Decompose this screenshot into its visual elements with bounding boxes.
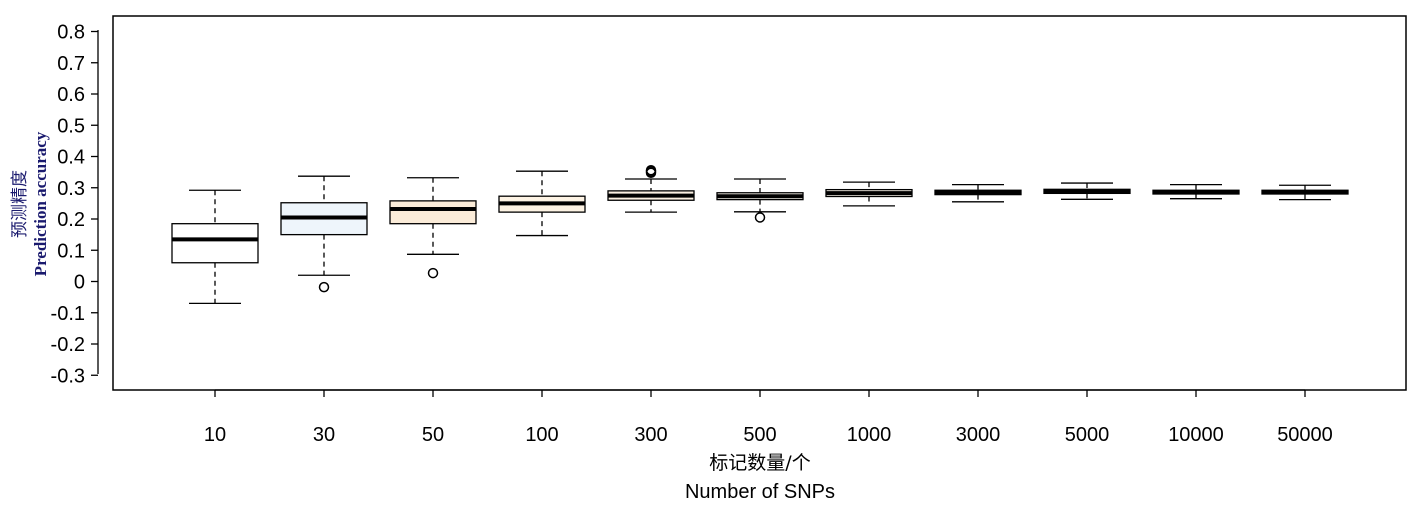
x-tick-label: 300 bbox=[634, 424, 667, 446]
y-tick-label: -0.1 bbox=[51, 303, 85, 325]
y-tick-label: 0.7 bbox=[57, 53, 85, 75]
outlier-point bbox=[427, 267, 439, 279]
box-300 bbox=[607, 165, 695, 213]
x-tick-label: 500 bbox=[743, 424, 776, 446]
x-tick-label: 1000 bbox=[847, 424, 892, 446]
x-axis-label-cn: 标记数量/个 bbox=[709, 452, 810, 474]
box-series bbox=[171, 165, 1349, 305]
box-body bbox=[171, 223, 259, 264]
box-1000 bbox=[825, 181, 913, 207]
y-tick-label: 0.5 bbox=[57, 115, 85, 137]
box-100 bbox=[498, 170, 586, 237]
x-tick-label: 30 bbox=[313, 424, 335, 446]
box-10000 bbox=[1152, 183, 1240, 200]
box-body bbox=[389, 200, 477, 225]
x-tick-label: 10 bbox=[204, 424, 226, 446]
y-tick-label: 0.2 bbox=[57, 209, 85, 231]
y-axis: -0.3 -0.2 -0.1 0 0.1 0.2 0.3 0.4 0.5 0.6 0.7 0.8 bbox=[51, 22, 98, 387]
y-axis-label-en: Prediction accuracy bbox=[31, 131, 50, 276]
x-axis-label-en: Number of SNPs bbox=[685, 481, 835, 503]
x-axis: 10 30 50 100 300 500 1000 3000 5000 10000 50000 bbox=[204, 390, 1333, 446]
box-10 bbox=[171, 189, 259, 305]
x-tick-label: 50000 bbox=[1277, 424, 1333, 446]
box-3000 bbox=[934, 183, 1022, 203]
y-tick-label: -0.2 bbox=[51, 334, 85, 356]
outlier-point bbox=[754, 212, 766, 223]
box-50 bbox=[389, 177, 477, 279]
box-5000 bbox=[1043, 182, 1131, 200]
x-tick-label: 100 bbox=[525, 424, 558, 446]
box-30 bbox=[280, 175, 368, 293]
x-tick-label: 5000 bbox=[1065, 424, 1110, 446]
box-500 bbox=[716, 178, 804, 223]
x-tick-label: 3000 bbox=[956, 424, 1001, 446]
outlier-point bbox=[645, 165, 657, 176]
y-axis-label-cn: 预测精度 bbox=[10, 170, 30, 238]
y-tick-label: -0.3 bbox=[51, 365, 85, 387]
y-tick-label: 0 bbox=[74, 272, 85, 294]
y-tick-label: 0.8 bbox=[57, 22, 85, 44]
y-tick-label: 0.1 bbox=[57, 240, 85, 262]
x-tick-label: 10000 bbox=[1168, 424, 1224, 446]
y-tick-label: 0.3 bbox=[57, 178, 85, 200]
y-tick-label: 0.4 bbox=[57, 147, 85, 169]
box-50000 bbox=[1261, 184, 1349, 201]
outlier-point bbox=[318, 281, 330, 293]
x-tick-label: 50 bbox=[422, 424, 444, 446]
y-tick-label: 0.6 bbox=[57, 84, 85, 106]
